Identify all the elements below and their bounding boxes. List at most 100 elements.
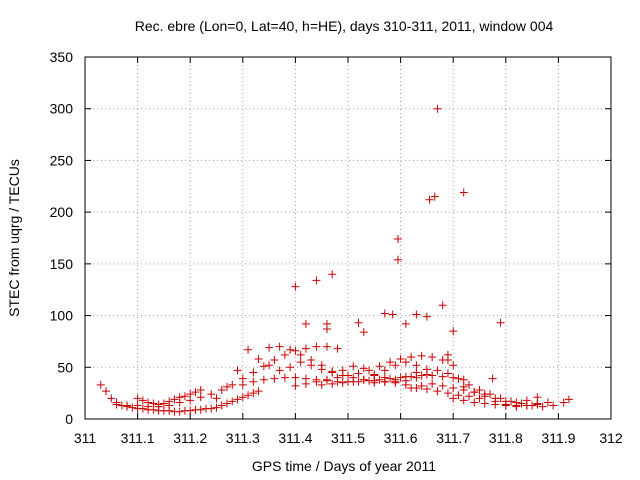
data-point xyxy=(112,400,121,409)
data-point xyxy=(359,328,368,337)
data-point xyxy=(488,374,497,383)
data-point xyxy=(422,365,431,374)
data-point xyxy=(128,403,137,412)
data-point xyxy=(223,382,232,391)
y-tick-label: 250 xyxy=(50,152,74,168)
data-point xyxy=(270,356,279,365)
data-point xyxy=(154,402,163,411)
data-point xyxy=(491,394,500,403)
data-point xyxy=(133,394,142,403)
x-tick-label: 311.8 xyxy=(489,430,523,446)
data-point xyxy=(291,282,300,291)
data-point xyxy=(475,386,484,395)
data-point xyxy=(270,374,279,383)
x-tick-label: 311.5 xyxy=(331,430,365,446)
data-point xyxy=(386,374,395,383)
data-point xyxy=(144,402,153,411)
data-point xyxy=(280,350,289,359)
data-point xyxy=(480,390,489,399)
data-point xyxy=(317,361,326,370)
data-point xyxy=(322,325,331,334)
x-tick-label: 311 xyxy=(74,430,97,446)
data-point xyxy=(312,342,321,351)
data-point xyxy=(349,362,358,371)
data-point xyxy=(549,401,558,410)
data-point xyxy=(322,342,331,351)
data-point xyxy=(407,352,416,361)
data-point xyxy=(433,387,442,396)
data-point xyxy=(138,404,147,413)
data-point xyxy=(333,344,342,353)
data-point xyxy=(370,371,379,380)
data-point xyxy=(301,319,310,328)
chart-title: Rec. ebre (Lon=0, Lat=40, h=HE), days 31… xyxy=(135,18,554,34)
data-point xyxy=(233,366,242,375)
data-point xyxy=(396,355,405,364)
data-point xyxy=(412,310,421,319)
data-point xyxy=(449,327,458,336)
data-point xyxy=(228,380,237,389)
data-point xyxy=(393,235,402,244)
data-point xyxy=(259,375,268,384)
data-point xyxy=(328,270,337,279)
data-point xyxy=(186,396,195,405)
data-point xyxy=(180,392,189,401)
data-point xyxy=(238,393,247,402)
data-point xyxy=(412,368,421,377)
data-point xyxy=(470,388,479,397)
data-point xyxy=(312,276,321,285)
data-point xyxy=(412,361,421,370)
x-tick-label: 311.4 xyxy=(278,430,312,446)
data-point xyxy=(538,402,547,411)
data-point xyxy=(133,401,142,410)
data-point xyxy=(365,366,374,375)
data-point xyxy=(328,367,337,376)
data-point xyxy=(249,389,258,398)
data-point xyxy=(396,373,405,382)
data-point xyxy=(559,398,568,407)
data-point xyxy=(196,405,205,414)
data-point xyxy=(430,192,439,201)
data-point xyxy=(391,361,400,370)
data-point xyxy=(391,375,400,384)
y-tick-labels: 0 50 100 150 200 250 300 350 xyxy=(50,49,74,427)
data-point xyxy=(275,366,284,375)
data-point xyxy=(212,403,221,412)
data-point xyxy=(275,342,284,351)
data-point xyxy=(425,195,434,204)
x-tick-label: 311.1 xyxy=(121,430,155,446)
data-point xyxy=(380,377,389,386)
y-tick-label: 150 xyxy=(50,256,74,272)
x-tick-label: 312 xyxy=(599,430,623,446)
y-tick-label: 350 xyxy=(50,49,74,65)
data-point xyxy=(107,394,116,403)
data-point xyxy=(375,375,384,384)
data-point xyxy=(344,371,352,380)
data-point xyxy=(102,387,111,396)
data-point xyxy=(359,364,368,373)
data-point xyxy=(443,356,452,365)
data-point xyxy=(543,398,552,407)
x-tick-label: 311.2 xyxy=(173,430,207,446)
data-point xyxy=(170,395,179,404)
data-point xyxy=(401,319,410,328)
x-tick-label: 311.6 xyxy=(384,430,418,446)
data-point xyxy=(312,377,321,386)
axis-ticks xyxy=(84,56,612,420)
data-point xyxy=(459,382,468,391)
data-point xyxy=(296,350,305,359)
data-point xyxy=(196,386,205,395)
data-point xyxy=(196,393,205,402)
data-point xyxy=(517,399,526,408)
data-point xyxy=(417,371,426,380)
y-axis-label: STEC from uqrg / TECUs xyxy=(6,159,22,317)
data-point xyxy=(359,375,368,384)
data-point xyxy=(217,401,226,410)
data-point xyxy=(175,407,184,416)
data-point xyxy=(217,386,226,395)
data-point xyxy=(328,379,337,388)
y-tick-label: 300 xyxy=(50,101,74,117)
data-point xyxy=(449,394,458,403)
data-point xyxy=(393,255,402,264)
data-point xyxy=(464,392,473,401)
